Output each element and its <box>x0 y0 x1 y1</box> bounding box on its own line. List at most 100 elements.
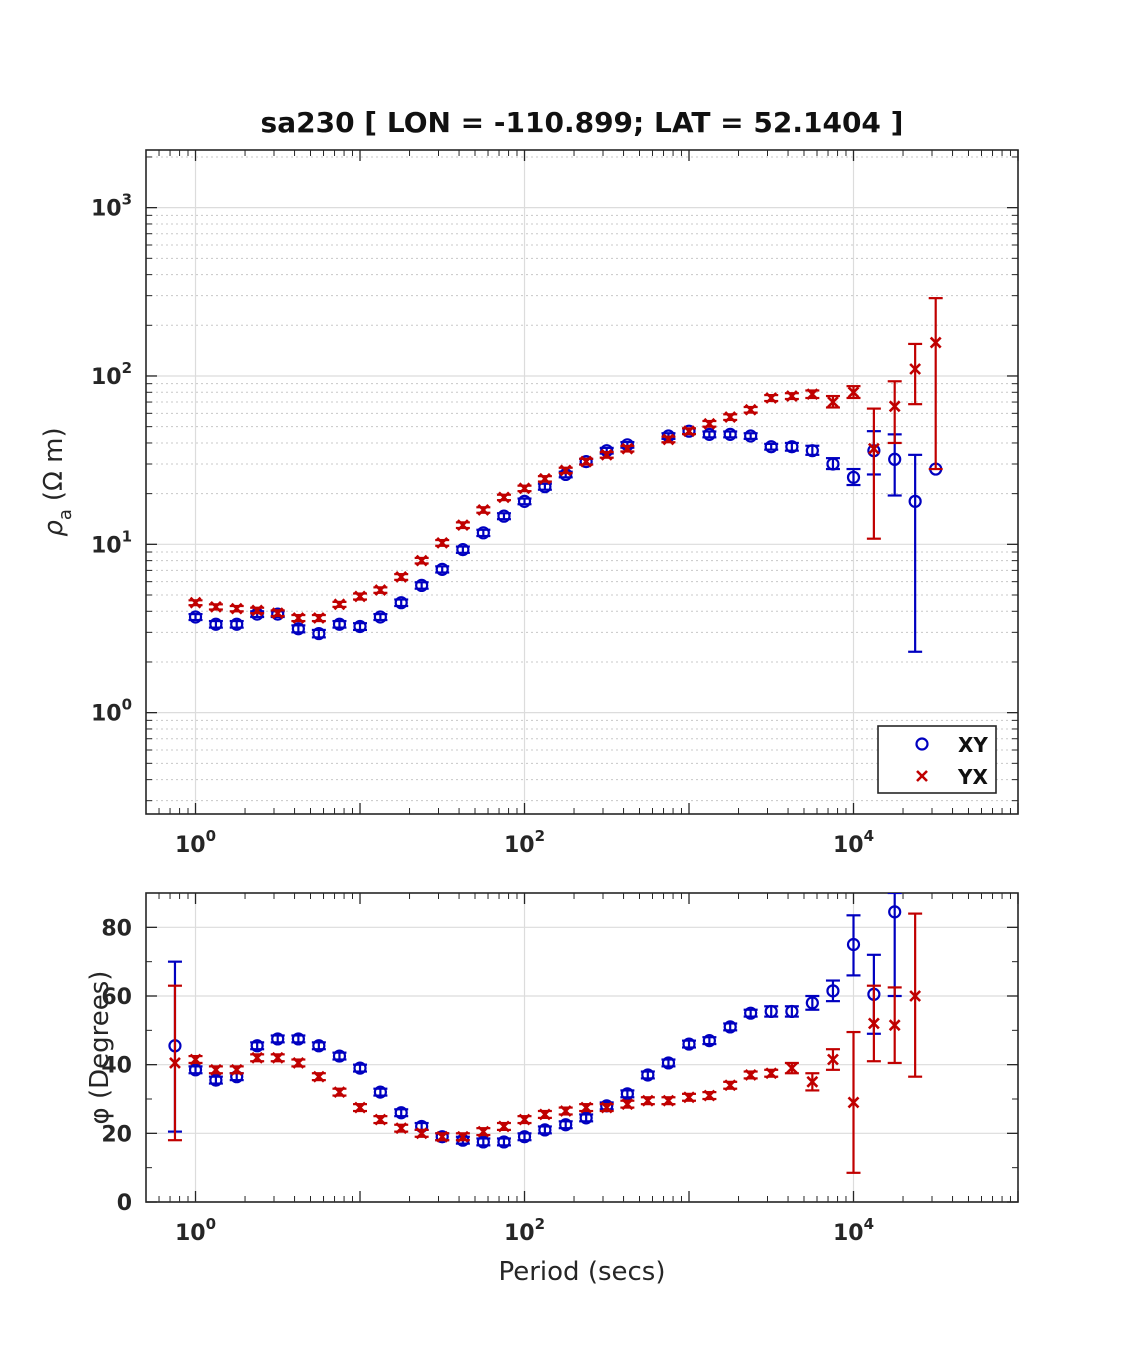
legend-marker-yx <box>916 770 928 782</box>
axes-frame <box>145 149 1019 815</box>
data-point-yx <box>559 1105 572 1117</box>
legend-label: YX <box>957 765 988 789</box>
data-point-xy <box>826 984 840 998</box>
data-point-yx <box>744 1069 757 1081</box>
data-point-yx <box>169 1057 181 1069</box>
x-marker-stroke <box>395 571 408 583</box>
y-tick-exponent: 1 <box>122 527 132 545</box>
x-tick-label: 102 <box>504 1215 545 1246</box>
data-point-yx <box>806 388 819 401</box>
x-marker-stroke <box>724 411 737 423</box>
data-point-xy <box>805 996 819 1010</box>
x-tick-exponent: 0 <box>206 827 216 845</box>
data-point-xy <box>641 1068 655 1082</box>
x-marker-stroke <box>271 1051 284 1064</box>
data-point-yx <box>538 472 551 485</box>
x-tick-base: 10 <box>175 1221 206 1246</box>
data-point-yx <box>683 1091 695 1104</box>
data-point-yx <box>867 442 880 455</box>
data-point-yx <box>600 448 613 461</box>
data-point-xy <box>517 494 532 508</box>
x-marker-stroke <box>230 1063 243 1076</box>
data-point-yx <box>333 598 346 611</box>
axes-frame <box>145 892 1019 1203</box>
data-point-xy <box>908 494 922 508</box>
data-point-yx <box>580 1101 593 1114</box>
errorbar-yx <box>866 407 881 540</box>
x-marker-stroke <box>436 536 449 549</box>
data-point-yx <box>518 1113 531 1126</box>
y-tick-base: 10 <box>91 702 122 727</box>
x-marker-stroke <box>683 1091 695 1104</box>
x-marker-stroke <box>374 584 387 596</box>
y-tick-exponent: 0 <box>122 696 132 714</box>
x-marker-stroke <box>230 602 243 615</box>
data-point-yx <box>251 1051 264 1064</box>
data-point-xy <box>579 455 593 469</box>
data-point-yx <box>580 455 593 468</box>
data-point-yx <box>333 1086 346 1099</box>
legend: XY YX <box>877 725 997 794</box>
data-point-yx <box>641 1094 654 1107</box>
data-point-xy <box>373 610 387 624</box>
x-marker-stroke <box>518 482 531 495</box>
x-marker-stroke <box>703 1089 716 1102</box>
x-marker-stroke <box>251 604 264 617</box>
x-marker-stroke <box>847 1096 860 1109</box>
data-point-xy <box>312 626 326 641</box>
data-point-xy <box>353 619 367 634</box>
data-point-yx <box>456 519 469 532</box>
x-tick-exponent: 4 <box>864 827 874 845</box>
data-point-xy <box>373 1085 387 1099</box>
x-marker-stroke <box>312 1070 325 1083</box>
y-tick-base: 10 <box>91 365 122 390</box>
x-marker-stroke <box>477 504 490 516</box>
x-marker-stroke <box>785 390 798 402</box>
data-point-yx <box>354 1101 366 1114</box>
x-marker-stroke <box>436 1130 449 1143</box>
data-point-xy <box>764 440 778 454</box>
y-label-symbol: ρ <box>39 520 69 537</box>
chart-title: sa230 [ LON = -110.899; LAT = 52.1404 ] <box>261 106 904 139</box>
data-point-yx <box>909 363 922 375</box>
x-marker-stroke <box>683 425 695 438</box>
x-tick-exponent: 4 <box>864 1215 874 1233</box>
x-marker-stroke <box>374 1113 387 1126</box>
data-point-yx <box>703 417 716 430</box>
data-point-yx <box>354 590 366 603</box>
data-point-xy <box>764 1004 778 1019</box>
x-marker-stroke <box>600 1101 613 1114</box>
y-tick-label: 100 <box>91 696 132 727</box>
data-point-xy <box>250 1039 264 1053</box>
y-tick-label: 80 <box>101 916 132 941</box>
data-point-xy <box>209 617 223 631</box>
data-point-yx <box>456 1130 469 1143</box>
x-marker-stroke <box>867 442 880 455</box>
data-point-xy <box>888 452 902 466</box>
x-marker-stroke <box>744 1069 757 1081</box>
errorbar-xy <box>908 453 923 653</box>
x-marker-stroke <box>251 1051 264 1064</box>
x-marker-stroke <box>765 1067 778 1080</box>
data-point-yx <box>271 1051 284 1064</box>
data-point-xy <box>353 1061 367 1075</box>
x-marker-stroke <box>333 598 346 611</box>
x-marker-stroke <box>189 1053 202 1066</box>
data-point-xy <box>230 617 244 631</box>
x-marker-stroke <box>827 396 839 408</box>
data-point-yx <box>230 602 243 615</box>
y-tick-label: 20 <box>101 1122 132 1147</box>
data-point-yx <box>827 1053 839 1066</box>
data-point-yx <box>847 1096 860 1109</box>
data-point-xy <box>291 1032 305 1046</box>
x-tick-exponent: 2 <box>535 1215 545 1233</box>
x-marker-stroke <box>169 1057 181 1069</box>
x-marker-stroke <box>827 1053 839 1066</box>
x-marker-stroke <box>292 612 305 624</box>
x-marker-stroke <box>806 1075 819 1088</box>
x-marker-stroke <box>580 1101 593 1114</box>
data-point-xy <box>805 444 819 458</box>
errorbar-xy <box>846 914 861 977</box>
y-tick-exponent: 2 <box>122 359 132 377</box>
